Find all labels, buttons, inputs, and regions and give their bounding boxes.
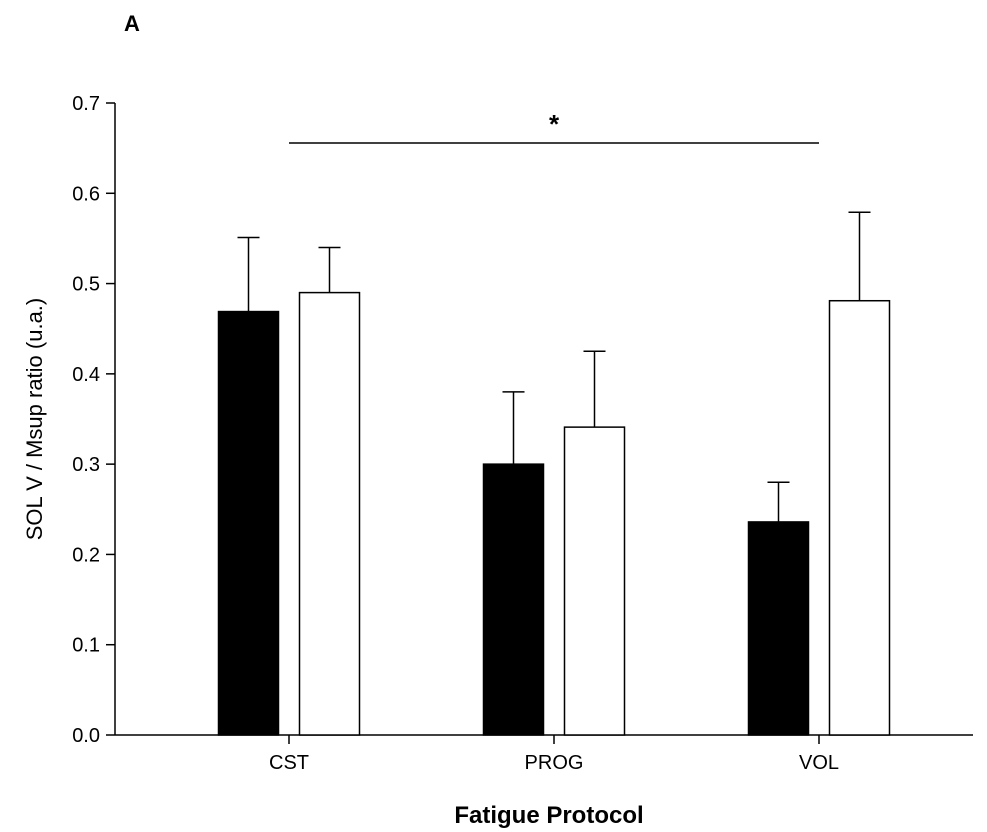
bar-vol-series-2 <box>828 299 891 736</box>
bar-prog-series-2 <box>563 426 626 736</box>
y-tick-label: 0.3 <box>72 454 100 476</box>
y-axis-title: SOL V / Msup ratio (u.a.) <box>22 298 47 541</box>
y-tick-label: 0.2 <box>72 544 100 566</box>
significance-star: * <box>549 109 560 139</box>
y-ticks: 0.0 0.1 0.2 0.3 0.4 0.5 0.6 0.7 <box>72 93 115 747</box>
x-tick-label: CST <box>269 752 309 774</box>
panel-label: A <box>124 11 140 36</box>
bar-prog-series-1 <box>482 463 545 736</box>
bars <box>217 211 891 736</box>
y-tick-label: 0.0 <box>72 725 100 747</box>
y-tick-label: 0.1 <box>72 635 100 657</box>
y-tick-label: 0.7 <box>72 93 100 115</box>
x-axis-title: Fatigue Protocol <box>454 802 643 829</box>
x-ticks: CST PROG VOL <box>269 735 839 774</box>
y-tick-label: 0.5 <box>72 274 100 296</box>
y-tick-label: 0.6 <box>72 183 100 205</box>
bar-cst-series-2 <box>298 291 361 736</box>
x-tick-label: PROG <box>525 752 584 774</box>
bar-vol-series-1 <box>747 521 810 736</box>
significance-bracket: * <box>289 109 819 144</box>
y-tick-label: 0.4 <box>72 364 100 386</box>
plot-area: 0.0 0.1 0.2 0.3 0.4 0.5 0.6 0.7 CST PROG VOL * <box>72 93 973 774</box>
x-tick-label: VOL <box>799 752 839 774</box>
bar-cst-series-1 <box>217 310 280 736</box>
